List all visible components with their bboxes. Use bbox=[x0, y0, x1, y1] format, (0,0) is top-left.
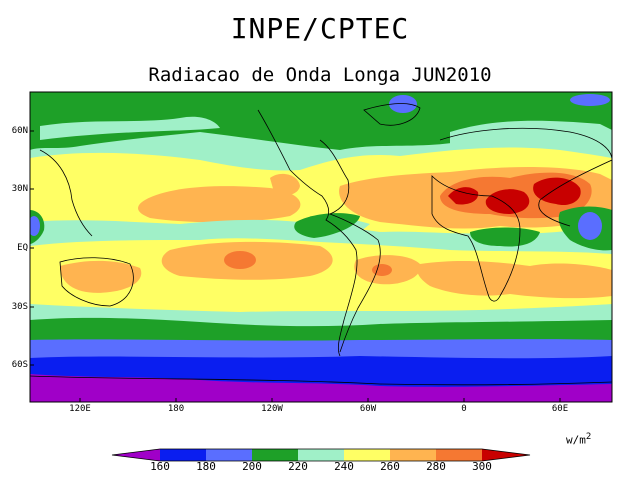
colorbar-swatch-220-240 bbox=[298, 449, 344, 461]
olr-field-240 bbox=[40, 116, 220, 140]
units-base: w/m bbox=[566, 433, 586, 447]
colorbar-swatch-gt300 bbox=[482, 449, 530, 461]
lon-label: 120E bbox=[69, 404, 91, 414]
olr-field-200-bengal bbox=[578, 212, 602, 240]
coastline-americas-west bbox=[257, 109, 358, 357]
lon-label: 0 bbox=[461, 404, 467, 414]
lon-label: 60E bbox=[551, 404, 569, 414]
colorbar-label: 220 bbox=[288, 460, 308, 473]
lat-label: EQ bbox=[17, 243, 28, 253]
lon-label: 60W bbox=[359, 404, 377, 414]
olr-peak-sahara-west bbox=[448, 187, 479, 205]
olr-field-240 bbox=[450, 120, 612, 150]
colorbar-swatch-lt160 bbox=[112, 449, 160, 461]
units-exponent: 2 bbox=[585, 432, 592, 442]
olr-field-280-sindian bbox=[417, 260, 612, 299]
colorbar-label: 200 bbox=[242, 460, 262, 473]
olr-field-200-north bbox=[570, 94, 610, 106]
colorbar-swatch-240-260 bbox=[344, 449, 390, 461]
olr-field-280-australia bbox=[60, 260, 142, 293]
olr-field-300-spacific bbox=[224, 251, 256, 269]
olr-field-300-satlantic bbox=[372, 264, 392, 276]
colorbar-swatch-260-280 bbox=[390, 449, 436, 461]
coastline-greenland bbox=[363, 103, 421, 126]
colorbar bbox=[111, 448, 531, 462]
olr-peak-arabia bbox=[533, 177, 581, 206]
olr-field-280-namerica bbox=[270, 173, 300, 196]
olr-field-280-npacific bbox=[138, 186, 301, 223]
olr-peak-sahara-central bbox=[485, 189, 530, 214]
lon-label: 180 bbox=[167, 404, 185, 414]
colorbar-label: 240 bbox=[334, 460, 354, 473]
coastline-australia bbox=[59, 257, 134, 307]
colorbar-swatch-180-200 bbox=[206, 449, 252, 461]
colorbar-label: 280 bbox=[426, 460, 446, 473]
page-title: INPE/CPTEC bbox=[230, 12, 410, 45]
olr-field-200-westpacific bbox=[30, 216, 40, 236]
olr-field-220-africa bbox=[470, 227, 540, 247]
colorbar-label: 300 bbox=[472, 460, 492, 473]
map-frame bbox=[29, 91, 613, 403]
olr-field-160-antarctic bbox=[30, 374, 612, 402]
colorbar-swatch-160-180 bbox=[160, 449, 206, 461]
lat-label: 30S bbox=[11, 302, 28, 312]
map-subtitle: Radiacao de Onda Longa JUN2010 bbox=[148, 64, 492, 86]
colorbar-label: 160 bbox=[150, 460, 170, 473]
lat-label: 30N bbox=[11, 184, 28, 194]
coastline-east-asia bbox=[39, 149, 93, 237]
coastline-antarctica bbox=[30, 375, 612, 386]
colorbar-label: 260 bbox=[380, 460, 400, 473]
axis-ticks bbox=[30, 130, 561, 402]
coastline-africa bbox=[431, 175, 521, 302]
lat-label: 60S bbox=[11, 360, 28, 370]
lon-label: 120W bbox=[261, 404, 283, 414]
units-label: w/m2 bbox=[566, 432, 591, 447]
lat-label: 60N bbox=[11, 126, 28, 136]
colorbar-swatch-200-220 bbox=[252, 449, 298, 461]
olr-field-200-north bbox=[389, 95, 417, 113]
colorbar-swatch-280-300 bbox=[436, 449, 482, 461]
coastline-americas-east bbox=[319, 139, 381, 353]
olr-field-240 bbox=[30, 218, 370, 240]
colorbar-label: 180 bbox=[196, 460, 216, 473]
